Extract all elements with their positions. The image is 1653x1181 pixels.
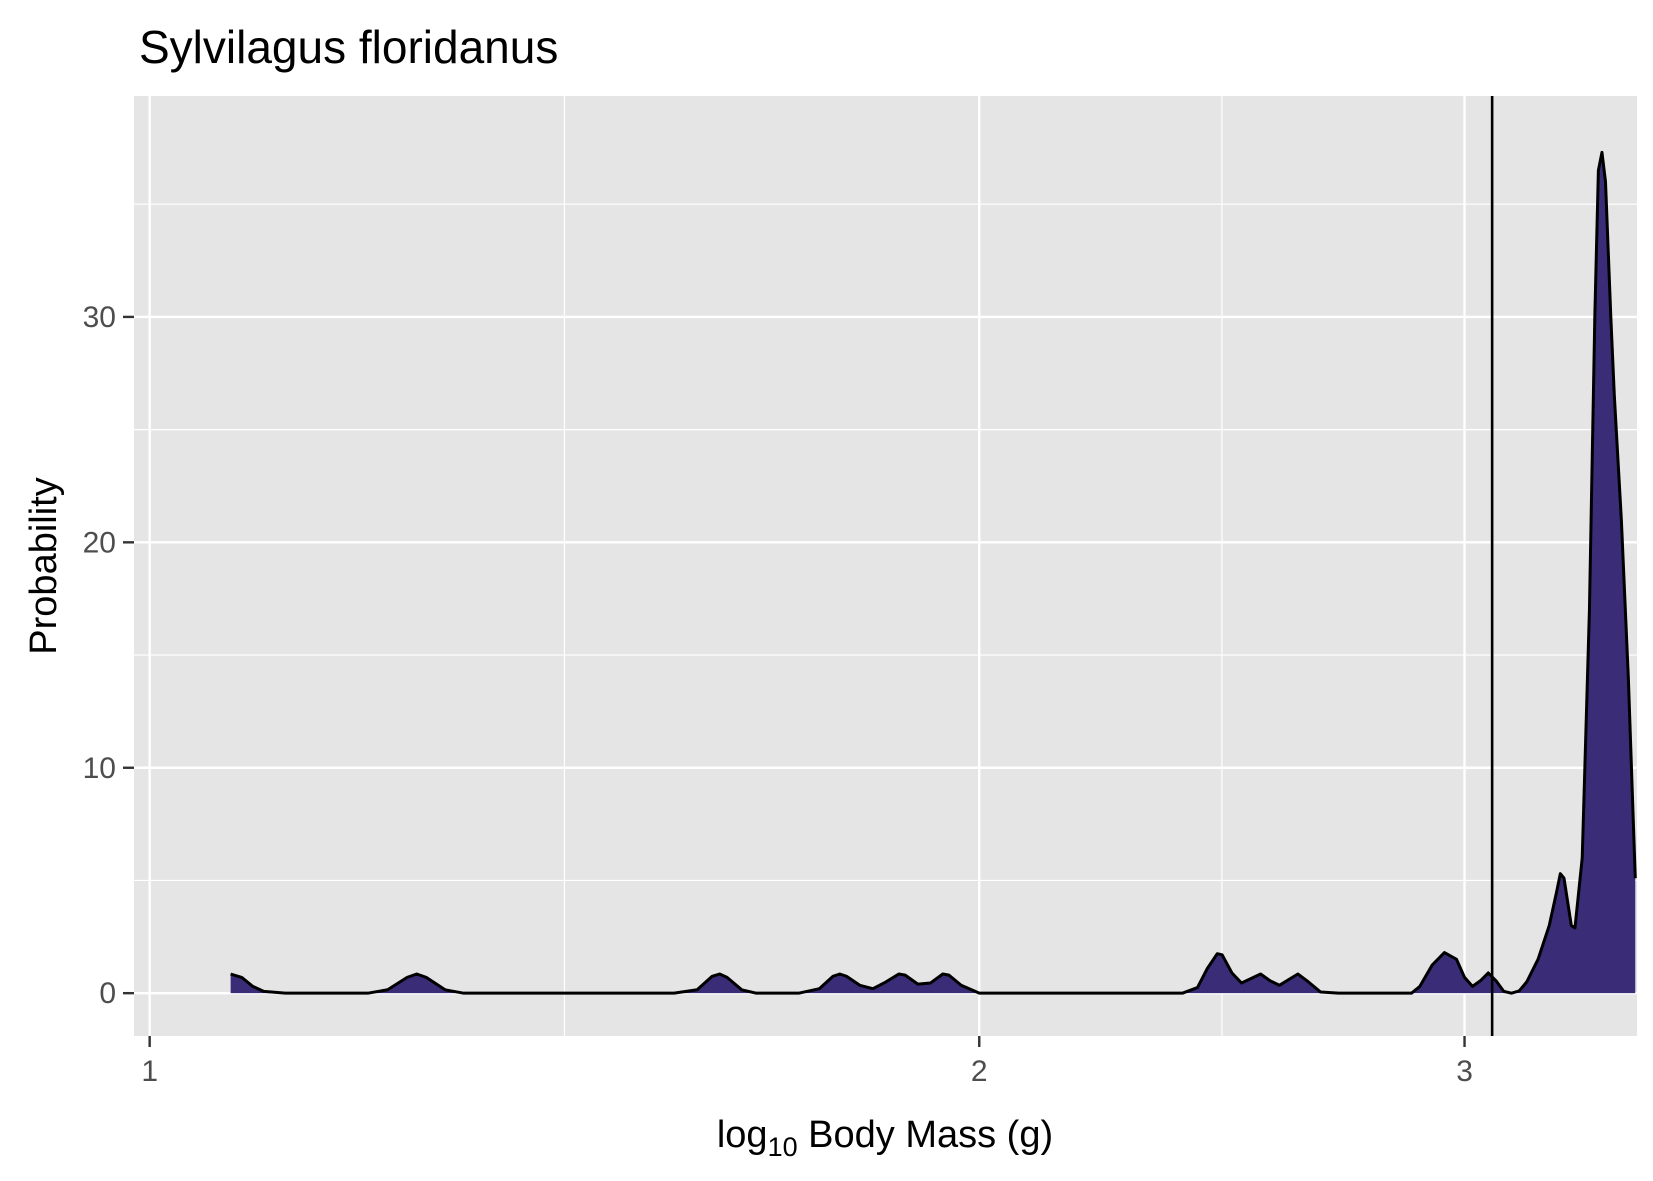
y-tick-label: 0: [99, 977, 116, 1010]
plot-panel: [134, 96, 1637, 1036]
x-axis-title: log10 Body Mass (g): [717, 1114, 1053, 1162]
y-tick-label: 20: [83, 526, 116, 559]
y-axis-title: Probability: [23, 477, 65, 654]
density-area-layer: [230, 150, 1637, 995]
minor-gridlines: [134, 96, 1637, 1036]
x-axis-title-rest: Body Mass (g): [798, 1114, 1054, 1156]
y-axis: 0 10 20 30: [83, 301, 134, 1010]
density-outline: [230, 150, 1637, 995]
x-tick-label: 1: [141, 1055, 158, 1088]
x-axis-title-main: log: [717, 1114, 768, 1156]
chart-title: Sylvilagus floridanus: [139, 21, 558, 73]
x-tick-label: 3: [1456, 1055, 1473, 1088]
y-tick-label: 10: [83, 752, 116, 785]
x-tick-label: 2: [971, 1055, 988, 1088]
x-axis: 1 2 3: [141, 1036, 1473, 1088]
x-axis-title-subscript: 10: [768, 1132, 798, 1162]
y-tick-label: 30: [83, 301, 116, 334]
